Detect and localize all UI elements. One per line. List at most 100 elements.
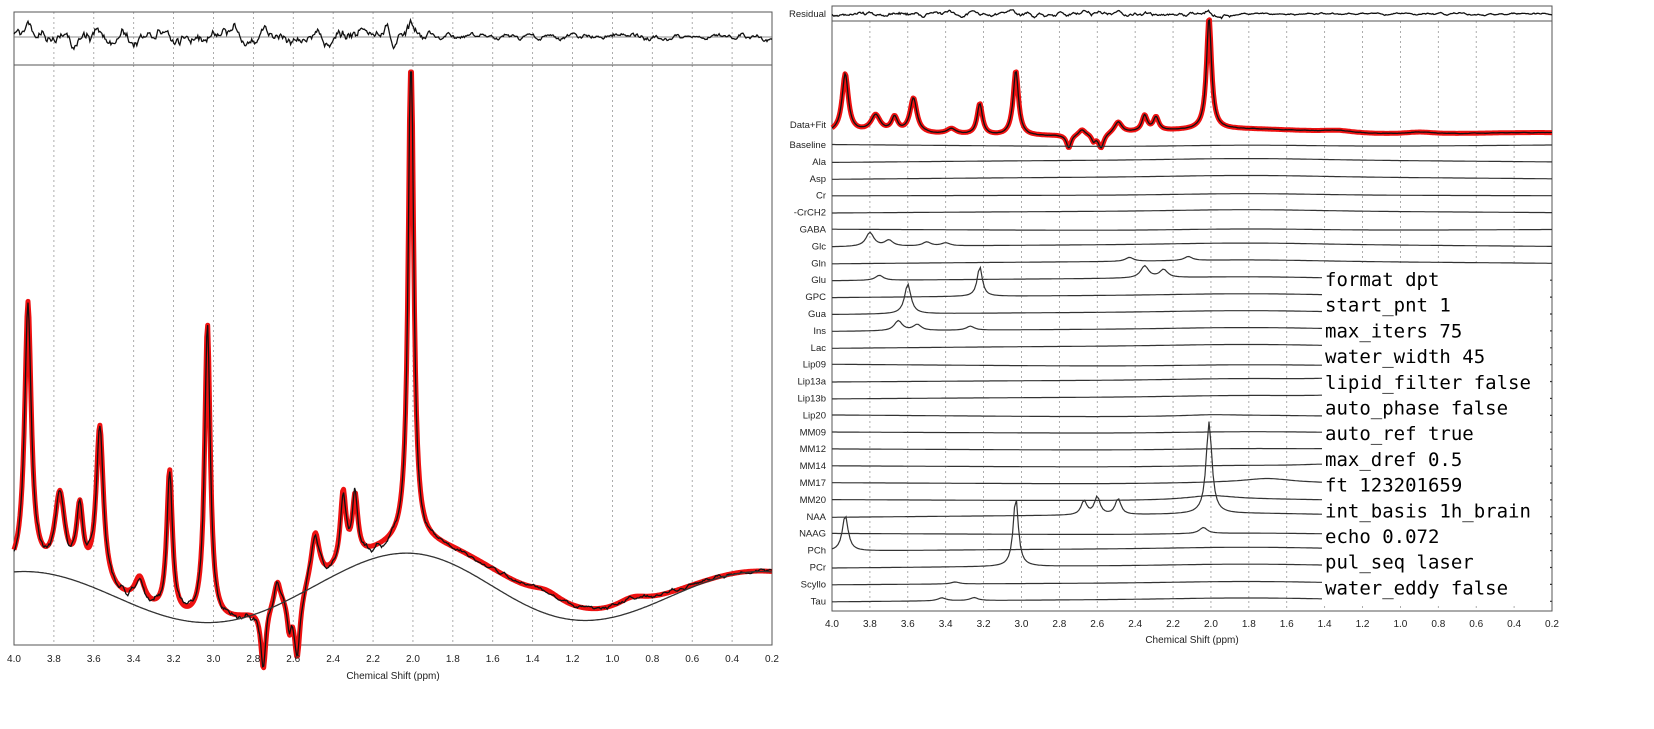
- right-x-tick-label: 3.0: [1015, 619, 1029, 630]
- left-x-tick-label: 1.4: [526, 654, 540, 665]
- right-residual-trace: [831, 9, 1553, 20]
- right-x-tick-label: 0.4: [1507, 619, 1521, 630]
- right-x-tick-label: 0.8: [1431, 619, 1445, 630]
- right-x-tick-label: 2.6: [1090, 619, 1104, 630]
- left-x-tick-label: 1.6: [486, 654, 500, 665]
- parameter-line: pul_seq laser: [1325, 552, 1474, 574]
- left-baseline-trace: [13, 552, 773, 624]
- right-x-tick-labels: 4.0 3.8 3.6 3.4 3.2 3.0 2.8 2.6 2.4 2.2 2.0 1.8 1.6 1…: [825, 619, 1559, 630]
- left-x-tick-labels: 4.0 3.8 3.6 3.4 3.2 3.0 2.8 2.6 2.4 2.2 2.0 1.8 1.6 1…: [7, 654, 779, 665]
- row-label-mm20: MM20: [800, 495, 826, 506]
- right-x-axis-title: Chemical Shift (ppm): [1145, 635, 1238, 646]
- right-x-tick-label: 2.4: [1128, 619, 1142, 630]
- row-label-glc: Glc: [812, 241, 827, 252]
- row-label-pcr: PCr: [810, 563, 826, 574]
- trace-gaba: [832, 228, 1552, 231]
- right-x-tick-label: 2.2: [1166, 619, 1180, 630]
- left-data-trace: [13, 71, 773, 668]
- left-main-frame: [13, 64, 773, 646]
- left-residual-trace: [13, 17, 773, 51]
- row-label-asp: Asp: [810, 174, 826, 185]
- left-x-tick-label: 0.8: [645, 654, 659, 665]
- left-x-tick-label: 3.6: [87, 654, 101, 665]
- right-x-tick-label: 1.6: [1280, 619, 1294, 630]
- row-label-gpc: GPC: [805, 292, 826, 303]
- row-label-gln: Gln: [811, 258, 826, 269]
- left-spectrum-chart: 4.0 3.8 3.6 3.4 3.2 3.0 2.8 2.6 2.4 2.2 2.0 1.8 1.6 1…: [7, 11, 779, 682]
- row-label-scyllo: Scyllo: [801, 579, 826, 590]
- row-label-baseline: Baseline: [790, 140, 826, 151]
- row-label-mm14: MM14: [800, 461, 826, 472]
- parameter-line: start_pnt 1: [1325, 295, 1451, 317]
- row-label-gua: Gua: [808, 309, 827, 320]
- parameter-line: water_eddy false: [1325, 577, 1508, 599]
- parameter-list: format dpt start_pnt 1 max_iters 75 water_w…: [1325, 269, 1531, 599]
- left-x-tick-label: 1.0: [605, 654, 619, 665]
- row-label-ala: Ala: [812, 157, 826, 168]
- left-fit-trace: [11, 69, 774, 671]
- trace-crch2: [832, 209, 1552, 214]
- left-x-axis-title: Chemical Shift (ppm): [346, 671, 439, 682]
- parameter-line: water_width 45: [1325, 346, 1485, 368]
- right-x-tick-label: 3.4: [939, 619, 953, 630]
- right-x-tick-label: 4.0: [825, 619, 839, 630]
- left-x-tick-label: 2.6: [286, 654, 300, 665]
- row-label-mm17: MM17: [800, 478, 826, 489]
- parameter-box: [1322, 265, 1550, 605]
- left-x-tick-label: 2.2: [366, 654, 380, 665]
- row-label-glu: Glu: [811, 275, 826, 286]
- right-x-tick-label: 0.2: [1545, 619, 1559, 630]
- left-x-tick-label: 3.4: [127, 654, 141, 665]
- row-label-mm09: MM09: [800, 427, 826, 438]
- right-spectrum-chart: Residual Data+Fit Baseline Ala Asp Cr -CrCH2 GA…: [789, 5, 1559, 646]
- trace-baseline: [832, 143, 1552, 147]
- trace-asp: [832, 174, 1552, 180]
- right-main-frame: [831, 20, 1553, 612]
- row-label-pch: PCh: [808, 546, 826, 557]
- row-label-naag: NAAG: [799, 529, 826, 540]
- left-x-tick-label: 3.8: [47, 654, 61, 665]
- left-x-tick-label: 0.2: [765, 654, 779, 665]
- row-label-lip20: Lip20: [803, 410, 826, 421]
- right-x-tick-label: 1.2: [1356, 619, 1370, 630]
- left-x-tick-label: 2.8: [246, 654, 260, 665]
- trace-glc: [832, 231, 1552, 248]
- parameter-line: int_basis 1h_brain: [1325, 500, 1531, 522]
- row-label-cr: Cr: [816, 191, 826, 202]
- left-x-tick-label: 3.0: [207, 654, 221, 665]
- parameter-line: format dpt: [1325, 269, 1439, 291]
- row-label-lip09: Lip09: [803, 360, 826, 371]
- left-x-tick-label: 3.2: [167, 654, 181, 665]
- row-label-lac: Lac: [811, 343, 827, 354]
- row-label-tau: Tau: [811, 596, 826, 607]
- right-x-tick-label: 1.0: [1393, 619, 1407, 630]
- row-label-lip13a: Lip13a: [797, 377, 826, 388]
- row-label-naa: NAA: [806, 512, 826, 523]
- left-x-tick-label: 2.4: [326, 654, 340, 665]
- parameter-line: max_iters 75: [1325, 320, 1462, 342]
- row-label-crch2: -CrCH2: [794, 208, 826, 219]
- right-x-tick-label: 2.8: [1052, 619, 1066, 630]
- trace-gln: [832, 255, 1552, 265]
- parameter-line: echo 0.072: [1325, 526, 1439, 548]
- right-x-tick-label: 3.8: [863, 619, 877, 630]
- row-label-mm12: MM12: [800, 444, 826, 455]
- left-x-tick-label: 0.4: [725, 654, 739, 665]
- left-x-tick-label: 4.0: [7, 654, 21, 665]
- left-gridlines: [53, 12, 733, 645]
- parameter-line: ft 123201659: [1325, 475, 1462, 497]
- parameter-line: auto_phase false: [1325, 398, 1508, 420]
- right-x-tick-label: 2.0: [1204, 619, 1218, 630]
- right-x-tick-label: 1.4: [1318, 619, 1332, 630]
- row-label-residual: Residual: [789, 9, 826, 20]
- trace-cr: [832, 193, 1552, 197]
- right-data-trace: [831, 18, 1552, 149]
- trace-ala: [832, 158, 1552, 163]
- right-x-tick-label: 3.6: [901, 619, 915, 630]
- parameter-line: max_dref 0.5: [1325, 449, 1462, 471]
- right-fit-trace: [830, 17, 1554, 151]
- left-x-tick-label: 1.8: [446, 654, 460, 665]
- row-label-ins: Ins: [813, 326, 826, 337]
- row-label-lip13b: Lip13b: [797, 394, 826, 405]
